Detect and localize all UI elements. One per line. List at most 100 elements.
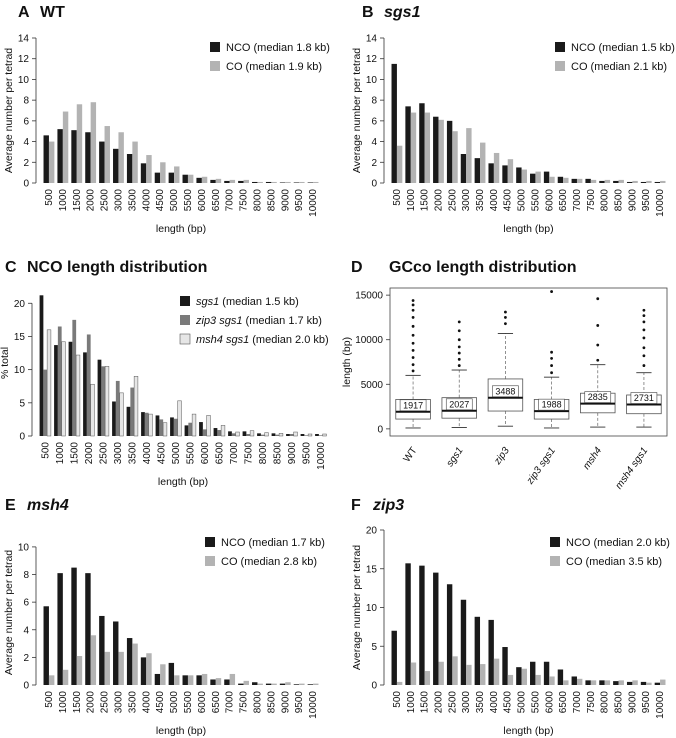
bar-C-s1-8500 <box>275 434 280 436</box>
box-msh4: 2835 msh4 <box>580 297 616 472</box>
x-tick-label-C: 2500 <box>98 442 109 465</box>
legend-suffix-C-2: (median 2.0 kb) <box>249 334 328 346</box>
x-tick-label-B: 4000 <box>489 189 500 212</box>
outlier-point <box>642 346 646 350</box>
y-tick-label-A: 8 <box>23 96 29 107</box>
box-msh4-sgs1: 2731 msh4 sgs1 <box>614 308 662 491</box>
y-tick-label-A: 10 <box>18 75 30 86</box>
bar-B-s0-9500 <box>640 181 647 183</box>
bar-E-s1-1500 <box>76 656 83 685</box>
x-tick-label-B: 8500 <box>614 189 625 212</box>
bar-A-s0-4500 <box>154 172 161 183</box>
bar-B-s0-7500 <box>585 178 591 183</box>
x-tick-label-E: 4500 <box>155 691 166 714</box>
x-tick-label-B: 10000 <box>655 189 666 217</box>
bar-B-s1-500 <box>396 145 403 183</box>
outlier-point <box>550 357 553 360</box>
bar-A-s1-4500 <box>160 162 166 183</box>
x-tick-label-A: 2500 <box>100 189 111 212</box>
outlier-point <box>596 358 600 362</box>
x-tick-label-A: 9500 <box>294 189 305 212</box>
outlier-point <box>457 338 461 342</box>
bar-E-s1-7000 <box>229 673 236 685</box>
bar-B-s0-5000 <box>516 167 522 183</box>
bar-B-s0-3500 <box>474 158 481 183</box>
y-tick-label-E: 8 <box>23 570 29 581</box>
x-tick-label-D: zip3 <box>492 445 512 468</box>
box-WT: 1917 WT <box>395 299 431 464</box>
bar-E-s0-10000 <box>307 684 314 685</box>
bar-C-s2-4000 <box>148 413 153 437</box>
x-tick-label-B: 8000 <box>600 189 611 212</box>
bar-F-s1-10000 <box>660 679 666 685</box>
bar-A-s0-2000 <box>85 132 91 183</box>
y-tick-label-D: 10000 <box>355 335 383 346</box>
x-tick-label-E: 8000 <box>252 691 263 714</box>
x-tick-label-B: 7000 <box>572 189 583 212</box>
legend-swatch-F-0 <box>550 537 560 547</box>
bar-E-s0-500 <box>43 606 49 685</box>
x-tick-label-E: 9000 <box>280 691 291 714</box>
outlier-point <box>642 336 646 340</box>
bar-C-s2-7000 <box>235 431 240 437</box>
outlier-point <box>411 316 415 319</box>
x-tick-label-B: 6500 <box>558 189 569 212</box>
x-tick-label-B: 3500 <box>475 189 486 212</box>
bar-C-s2-4500 <box>162 422 168 437</box>
bar-C-s0-1500 <box>68 341 73 436</box>
x-tick-label-B: 2500 <box>447 189 458 212</box>
x-tick-label-D: WT <box>402 445 420 464</box>
bar-F-s0-9000 <box>626 681 633 685</box>
bar-E-s1-4000 <box>146 653 152 685</box>
median-label: 1917 <box>403 400 423 410</box>
bar-E-s1-5000 <box>174 675 180 685</box>
outlier-point <box>411 356 415 359</box>
bar-A-s1-3000 <box>118 132 124 183</box>
y-tick-label-B: 4 <box>371 137 377 148</box>
y-tick-label-A: 4 <box>23 137 29 148</box>
bar-A-s0-9500 <box>293 182 300 183</box>
x-tick-label-B: 1000 <box>406 189 417 212</box>
x-tick-label-F: 5500 <box>530 691 541 714</box>
bar-A-s1-500 <box>48 141 55 183</box>
outlier-point <box>457 320 461 324</box>
x-tick-label-F: 2500 <box>447 691 458 714</box>
bar-C-s2-9000 <box>293 431 298 437</box>
bar-B-s1-2500 <box>452 131 458 183</box>
outlier-point <box>596 343 600 347</box>
bar-C-s1-2500 <box>101 366 106 436</box>
y-axis-label-A: Average number per tetrad <box>3 48 15 173</box>
bar-B-s1-8500 <box>618 179 624 183</box>
bar-F-s1-7500 <box>590 680 597 685</box>
bar-F-s1-1500 <box>424 671 431 685</box>
bar-B-s0-6500 <box>557 176 564 183</box>
x-tick-label-F: 4500 <box>503 691 514 714</box>
bar-E-s1-8000 <box>257 683 263 685</box>
bar-E-s0-4500 <box>154 673 161 685</box>
bar-E-s0-3000 <box>113 621 119 685</box>
bar-C-s0-4500 <box>155 415 160 436</box>
x-tick-label-E: 9500 <box>294 691 305 714</box>
legend-label-C-2: msh4 sgs1 (median 2.0 kb) <box>196 334 329 346</box>
x-tick-label-C: 7000 <box>229 442 240 465</box>
x-tick-label-E: 8500 <box>266 691 277 714</box>
bar-A-s1-3500 <box>132 141 138 183</box>
x-tick-label-E: 3000 <box>113 691 124 714</box>
x-tick-label-A: 500 <box>44 189 55 206</box>
bar-F-s0-8500 <box>613 681 619 685</box>
y-tick-label-F: 10 <box>366 603 378 614</box>
bar-B-s1-2000 <box>438 119 444 183</box>
bar-F-s1-1000 <box>410 662 417 685</box>
outlier-point <box>642 354 646 358</box>
bar-A-s1-5500 <box>187 174 194 183</box>
bar-A-s0-4000 <box>140 163 147 183</box>
outlier-point <box>596 297 600 301</box>
y-tick-label-B: 0 <box>371 179 377 190</box>
bar-A-s0-9000 <box>279 182 286 183</box>
bar-A-s1-9500 <box>299 181 305 183</box>
bar-B-s1-4500 <box>507 159 514 183</box>
bar-F-s0-1500 <box>419 565 425 685</box>
legend-label-A-1: CO (median 1.9 kb) <box>226 61 322 73</box>
bar-E-s1-500 <box>48 675 55 685</box>
bar-C-s2-9500 <box>307 433 313 437</box>
